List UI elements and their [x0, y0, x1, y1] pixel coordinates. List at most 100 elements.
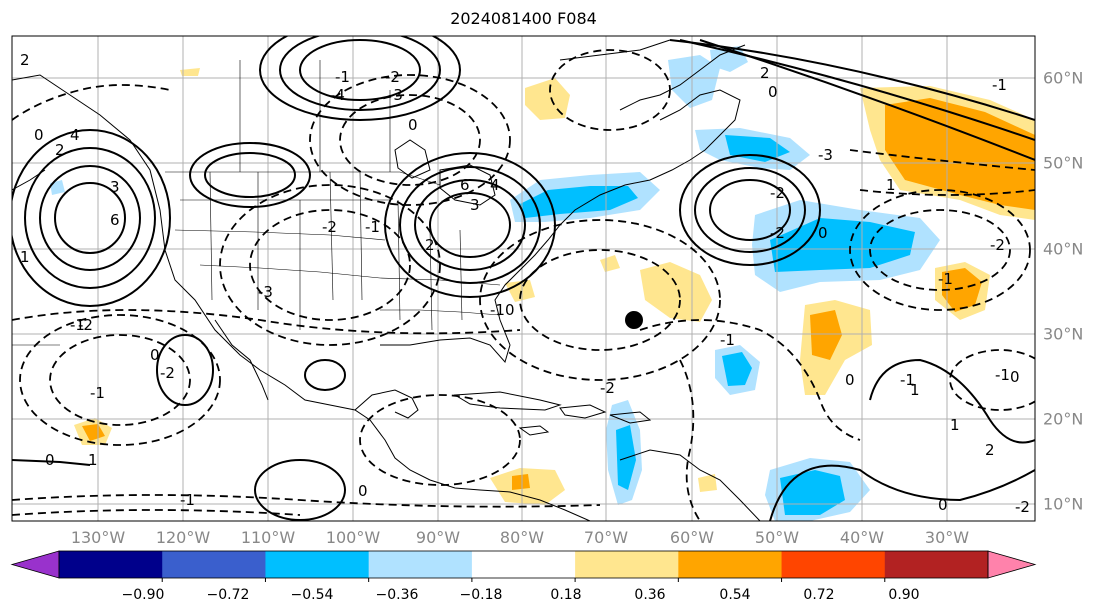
lon-label: 30°W — [924, 528, 970, 547]
lat-label: 20°N — [1043, 409, 1084, 429]
contour-value-label: 1 — [20, 248, 30, 266]
contour-value-label: -3 — [258, 283, 273, 301]
contour-value-label: -2 — [322, 218, 337, 236]
anomaly-shading — [50, 46, 1035, 521]
lon-label: 70°W — [583, 528, 629, 547]
contour-value-label: 3 — [470, 196, 480, 214]
colorbar-segment — [59, 551, 163, 578]
colorbar-tick-label: −0.18 — [459, 587, 503, 603]
positive-anomaly-light — [698, 474, 717, 492]
contour-value-label: 0 — [505, 301, 515, 319]
colorbar-extend-low — [10, 550, 60, 579]
contour-value-label: -1 — [992, 76, 1007, 94]
colorbar-tick-label: 0.90 — [888, 587, 920, 603]
lon-label: 40°W — [839, 528, 885, 547]
contour-value-label: -2 — [385, 68, 400, 86]
contour-value-label: 1 — [910, 381, 920, 399]
positive-anomaly-light — [180, 68, 200, 76]
lat-label: 10°N — [1043, 494, 1084, 514]
colorbar-tick-label: −0.90 — [121, 587, 165, 603]
contour-value-label: -2 — [990, 236, 1005, 254]
colorbar-tick-label: 0.18 — [550, 587, 582, 603]
colorbar-extend-high — [987, 550, 1037, 579]
colorbar-tick-label: 0.36 — [634, 587, 666, 603]
colorbar-segment — [368, 551, 473, 578]
contour-value-label: 0 — [45, 451, 55, 469]
storm-center-marker — [625, 311, 643, 329]
contour-value-label: -4 — [330, 86, 345, 104]
lon-label: 80°W — [499, 528, 545, 547]
negative-anomaly-light — [50, 180, 65, 195]
colorbar-segment — [678, 551, 783, 578]
contour-value-label: -1 — [365, 218, 380, 236]
positive-anomaly-orange — [82, 424, 105, 441]
negative-contours — [12, 49, 1035, 521]
colorbar-segment — [781, 551, 886, 578]
lat-label: 50°N — [1043, 153, 1084, 173]
contour-value-label: 0 — [150, 346, 160, 364]
positive-anomaly-light — [505, 280, 535, 302]
contour-value-label: 2 — [425, 236, 435, 254]
contour-value-label: 0 — [358, 482, 368, 500]
colorbar-tick-label: 0.54 — [719, 587, 751, 603]
coastlines — [12, 39, 761, 521]
colorbar-segment — [884, 551, 989, 578]
contour-value-label: -2 — [78, 316, 93, 334]
contour-value-label: -1 — [900, 371, 915, 389]
colorbar-tick-label: 0.72 — [803, 587, 835, 603]
colorbar-segment — [162, 551, 266, 578]
contour-value-label: 2 — [985, 441, 995, 459]
contour-value-label: -1 — [335, 68, 350, 86]
positive-anomaly-orange — [512, 474, 530, 490]
contour-value-label: -2 — [770, 184, 785, 202]
positive-anomaly-light — [600, 255, 620, 272]
contour-value-label: -1 — [90, 384, 105, 402]
lat-label: 40°N — [1043, 239, 1084, 259]
contour-value-label: 0 — [768, 83, 778, 101]
positive-anomaly-orange — [942, 268, 982, 312]
lat-label: 60°N — [1043, 68, 1084, 88]
contour-value-label: 0 — [845, 371, 855, 389]
lon-label: 50°W — [754, 528, 800, 547]
lon-label: 120°W — [155, 528, 211, 547]
contour-value-label: 1 — [950, 416, 960, 434]
contour-value-label: 2 — [760, 64, 770, 82]
contour-value-label: 0 — [1010, 368, 1020, 386]
colorbar-segment — [471, 551, 576, 578]
colorbar-segment — [265, 551, 370, 578]
contour-value-label: -3 — [388, 86, 403, 104]
positive-anomaly-orange — [885, 98, 1035, 210]
contour-value-label: 1 — [88, 451, 98, 469]
colorbar-segment — [575, 551, 679, 578]
contour-value-label: -2 — [1015, 498, 1030, 516]
contour-value-label: -1 — [938, 270, 953, 288]
contour-value-label: -1 — [720, 331, 735, 349]
graticule — [12, 36, 1035, 521]
contour-value-label: 0 — [938, 496, 948, 514]
contour-value-label: 4 — [490, 176, 500, 194]
colorbar-tick-label: −0.54 — [290, 587, 334, 603]
contour-value-label: 2 — [55, 141, 65, 159]
colorbar-frame — [58, 550, 989, 579]
negative-anomaly-strong — [520, 186, 638, 218]
contour-value-label: 6 — [460, 176, 470, 194]
map-frame — [11, 35, 1036, 522]
contour-value-label: -3 — [818, 146, 833, 164]
contour-value-label: 4 — [70, 126, 80, 144]
positive-contours — [12, 36, 1035, 521]
colorbar-tick-label: −0.72 — [206, 587, 250, 603]
contour-value-label: -2 — [770, 224, 785, 242]
lon-label: 130°W — [70, 528, 126, 547]
contour-value-label: -1 — [490, 301, 505, 319]
positive-anomaly-orange — [810, 310, 842, 360]
lon-label: 100°W — [325, 528, 381, 547]
lon-label: 90°W — [415, 528, 461, 547]
positive-anomaly-light — [640, 262, 712, 322]
contour-value-label: 0 — [34, 126, 44, 144]
lon-label: 110°W — [240, 528, 296, 547]
contour-value-label: 3 — [110, 178, 120, 196]
negative-anomaly-strong — [722, 352, 752, 386]
contour-value-label: -1 — [995, 366, 1010, 384]
